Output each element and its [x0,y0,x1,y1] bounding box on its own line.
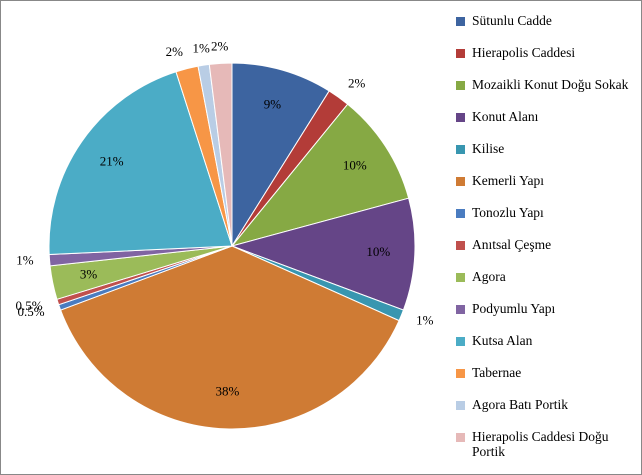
legend-label: Agora Batı Portik [472,397,568,412]
pie-slice [230,197,416,311]
data-label: 9% [264,96,282,111]
pie-slice [230,103,410,247]
legend-swatch [456,113,465,122]
legend-item: Kemerli Yapı [456,173,636,205]
legend-label: Podyumlu Yapı [472,301,556,316]
legend-swatch [456,369,465,378]
legend-swatch [456,81,465,90]
data-label: 21% [100,154,124,169]
legend-label: Kutsa Alan [472,333,533,348]
legend-label: Sütunlu Cadde [472,13,552,28]
legend-swatch [456,401,465,410]
legend-swatch [456,49,465,58]
legend-label: Kemerli Yapı [472,173,544,188]
legend-label: Tabernae [472,365,522,380]
legend-label: Mozaikli Konut Doğu Sokak [472,77,629,92]
legend-label: Kilise [472,141,505,156]
data-label: 1% [193,40,211,55]
data-label: 1% [16,252,34,267]
data-label: 1% [416,312,434,327]
data-label: 0.5% [17,304,44,319]
legend-swatch [456,145,465,154]
legend-item: Kutsa Alan [456,333,636,365]
pie-slice [59,245,400,430]
legend-item: Mozaikli Konut Doğu Sokak [456,77,636,109]
data-label: 10% [343,157,367,172]
data-label: 2% [211,38,229,53]
legend-swatch [456,177,465,186]
legend-item: Hierapolis Caddesi Doğu Portik [456,429,636,461]
legend-item: Anıtsal Çeşme [456,237,636,269]
legend-item: Tabernae [456,365,636,397]
data-label: 3% [80,266,98,281]
pie-slice [208,62,233,247]
pie-slice [48,71,233,256]
legend-item: Podyumlu Yapı [456,301,636,333]
legend-swatch [456,273,465,282]
legend-label: Konut Alanı [472,109,539,124]
pie-slice [231,62,330,248]
legend-swatch [456,305,465,314]
legend-label: Tonozlu Yapı [472,205,544,220]
legend-item: Kilise [456,141,636,173]
legend-label: Anıtsal Çeşme [472,237,552,252]
legend-swatch [456,241,465,250]
legend: Sütunlu Cadde Hierapolis Caddesi Mozaikli … [456,13,636,461]
legend-item: Sütunlu Cadde [456,13,636,45]
legend-swatch [456,337,465,346]
legend-item: Agora Batı Portik [456,397,636,429]
legend-label: Agora [472,269,506,284]
pie-area: 9%2%10%10%1%38%0.5%0.5%3%1%21%2% 1% 2% [15,38,434,430]
data-label: 2% [166,44,184,59]
data-label: 38% [216,383,240,398]
legend-item: Konut Alanı [456,109,636,141]
legend-item: Agora [456,269,636,301]
legend-label: Hierapolis Caddesi [472,45,576,60]
legend-item: Hierapolis Caddesi [456,45,636,77]
legend-label: Hierapolis Caddesi Doğu Portik [472,429,609,459]
data-label: 10% [366,244,390,259]
legend-item: Tonozlu Yapı [456,205,636,237]
legend-swatch [456,209,465,218]
legend-swatch [456,17,465,26]
data-label: 0.5% [15,298,42,313]
data-label: 2% [348,75,366,90]
legend-swatch [456,433,465,442]
